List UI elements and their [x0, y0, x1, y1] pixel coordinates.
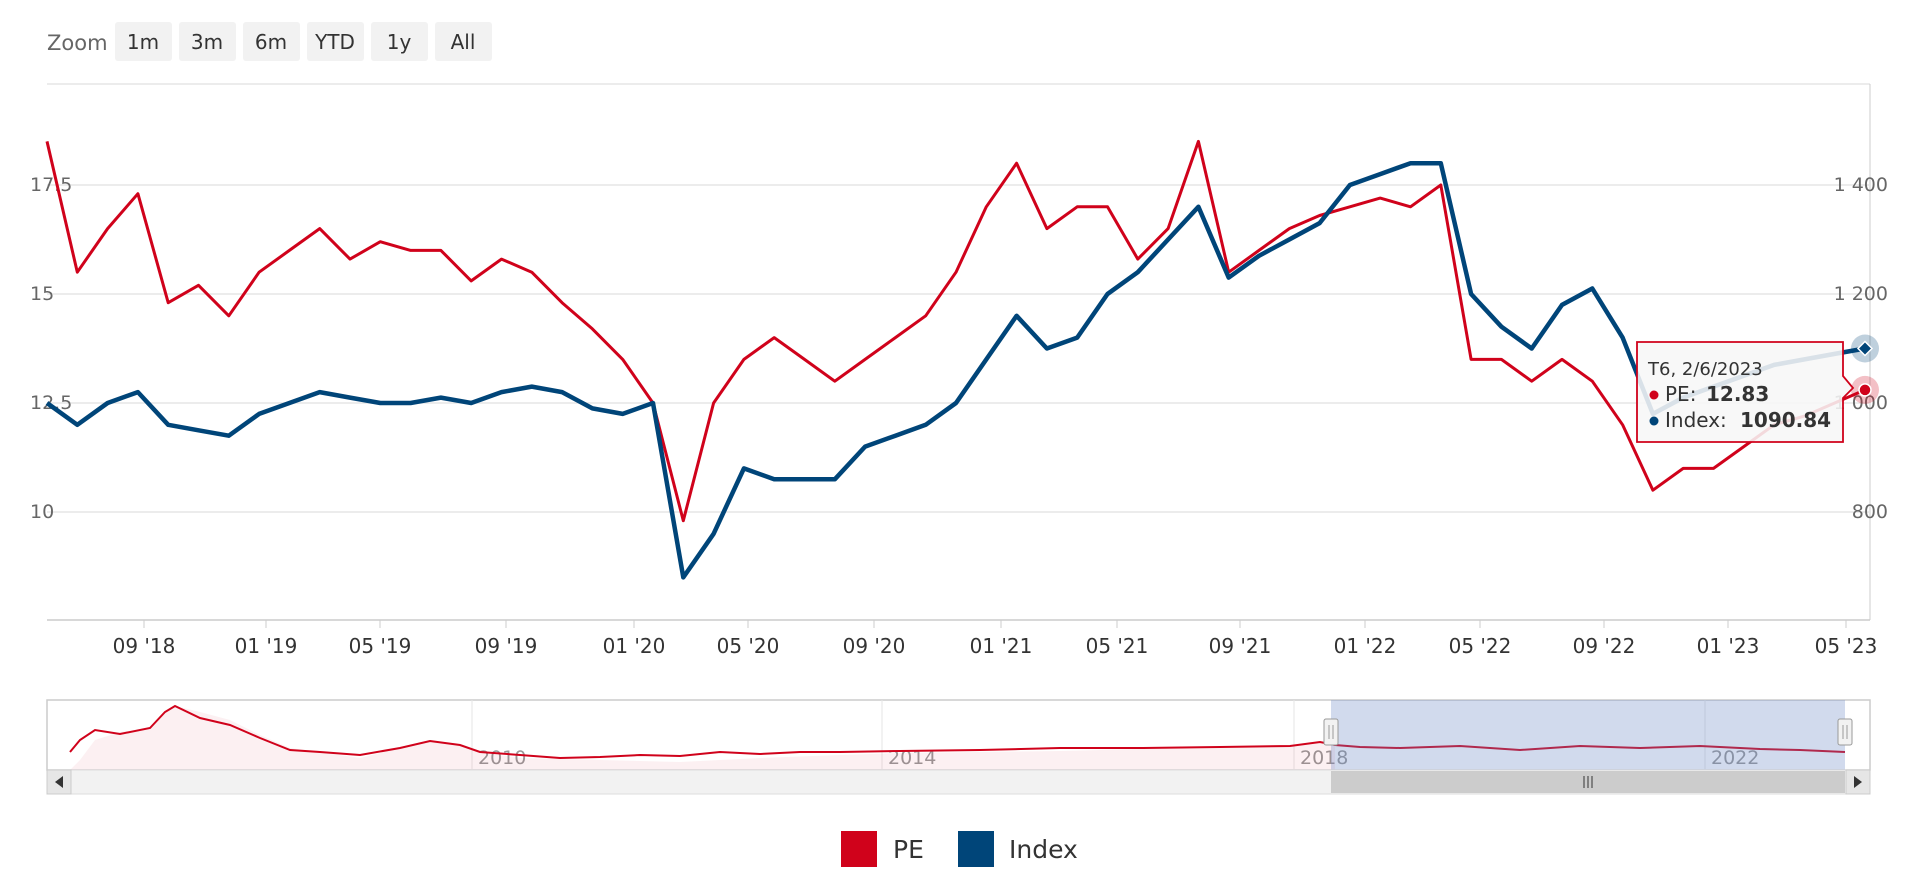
- navigator-year-label: 2018: [1300, 747, 1348, 769]
- y-left-tick-label: 15: [30, 283, 54, 305]
- zoom-button-all[interactable]: All: [435, 22, 492, 61]
- zoom-button-3m[interactable]: 3m: [179, 22, 236, 61]
- y-right-tick-label: 800: [1852, 501, 1888, 523]
- tooltip-box: [1636, 341, 1855, 443]
- x-tick-label: 05 '23: [1815, 634, 1878, 658]
- zoom-button-label: 1y: [387, 30, 412, 54]
- legend-label-pe: PE: [893, 835, 924, 864]
- zoom-label: Zoom: [47, 31, 108, 55]
- tooltip-pe-value: 12.83: [1706, 382, 1769, 406]
- zoom-button-label: 3m: [191, 30, 223, 54]
- zoom-button-label: YTD: [314, 30, 355, 54]
- x-tick-label: 09 '21: [1209, 634, 1272, 658]
- y-left-tick-label: 10: [30, 501, 54, 523]
- x-axis: 09 '18 01 '19 05 '19 09 '19 01 '20 05 '20 09 '…: [113, 620, 1878, 658]
- tooltip-index-marker: [1649, 416, 1659, 426]
- scrollbar-left-arrow[interactable]: [46, 769, 72, 795]
- legend-swatch-pe: [841, 831, 877, 867]
- x-tick-label: 01 '23: [1697, 634, 1760, 658]
- scrollbar-right-arrow[interactable]: [1845, 769, 1871, 795]
- x-tick-label: 09 '18: [113, 634, 176, 658]
- tooltip-date: T6, 2/6/2023: [1647, 359, 1763, 380]
- tooltip-index-value: 1090.84: [1740, 408, 1831, 432]
- x-tick-label: 01 '19: [235, 634, 298, 658]
- x-tick-label: 05 '22: [1449, 634, 1512, 658]
- pe-hover-point[interactable]: [1858, 383, 1872, 397]
- x-tick-label: 09 '19: [475, 634, 538, 658]
- legend-swatch-index: [958, 831, 994, 867]
- navigator-year-label: 2022: [1711, 747, 1759, 769]
- index-hover-point[interactable]: [1856, 340, 1874, 357]
- chevron-left-icon: [55, 776, 63, 788]
- y-left-tick-label: 17.5: [30, 174, 72, 196]
- tooltip: T6, 2/6/2023 PE: 12.83 Index: 1090.84: [1636, 341, 1855, 443]
- navigator-selected-range[interactable]: [1331, 700, 1845, 770]
- scrollbar[interactable]: [46, 769, 1871, 795]
- x-tick-label: 05 '20: [717, 634, 780, 658]
- legend: PE Index: [841, 831, 1078, 867]
- x-tick-label: 01 '20: [603, 634, 666, 658]
- tooltip-index-label: Index:: [1665, 408, 1727, 432]
- y-left-tick-label: 12.5: [30, 392, 72, 414]
- navigator-handle-left[interactable]: [1323, 718, 1339, 746]
- navigator-year-label: 2014: [888, 747, 936, 769]
- pe-series-line[interactable]: [45, 139, 1866, 523]
- chevron-right-icon: [1854, 776, 1862, 788]
- x-tick-label: 05 '21: [1086, 634, 1149, 658]
- zoom-button-label: 6m: [255, 30, 287, 54]
- zoom-button-1y[interactable]: 1y: [371, 22, 428, 61]
- x-tick-label: 09 '20: [843, 634, 906, 658]
- legend-item-pe[interactable]: PE: [841, 831, 924, 867]
- grid-lines: [47, 184, 1870, 513]
- x-tick-label: 01 '21: [970, 634, 1033, 658]
- zoom-button-6m[interactable]: 6m: [243, 22, 300, 61]
- tooltip-pe-marker: [1649, 390, 1659, 400]
- zoom-button-1m[interactable]: 1m: [115, 22, 172, 61]
- x-tick-label: 09 '22: [1573, 634, 1636, 658]
- legend-label-index: Index: [1009, 835, 1078, 864]
- zoom-button-ytd[interactable]: YTD: [307, 22, 364, 61]
- index-series-line[interactable]: [45, 160, 1866, 580]
- navigator-area: [70, 706, 1335, 770]
- y-right-tick-label: 1 400: [1834, 174, 1888, 196]
- legend-item-index[interactable]: Index: [958, 831, 1078, 867]
- zoom-button-label: 1m: [127, 30, 159, 54]
- range-selector: Zoom 1m 3m 6m YTD 1y All: [47, 22, 492, 61]
- navigator-handle-right[interactable]: [1837, 718, 1853, 746]
- y-axis-left: 10 12.5 15 17.5: [30, 174, 72, 523]
- scrollbar-thumb[interactable]: [1331, 771, 1845, 793]
- navigator-series-line: [69, 704, 1846, 760]
- x-tick-label: 01 '22: [1334, 634, 1397, 658]
- series-points: [1851, 334, 1879, 404]
- tooltip-pe-label: PE:: [1665, 382, 1696, 406]
- y-right-tick-label: 1 200: [1834, 283, 1888, 305]
- zoom-button-label: All: [451, 30, 476, 54]
- navigator: 2010201420182022: [46, 699, 1871, 771]
- navigator-frame: [46, 699, 1871, 771]
- x-tick-label: 05 '19: [349, 634, 412, 658]
